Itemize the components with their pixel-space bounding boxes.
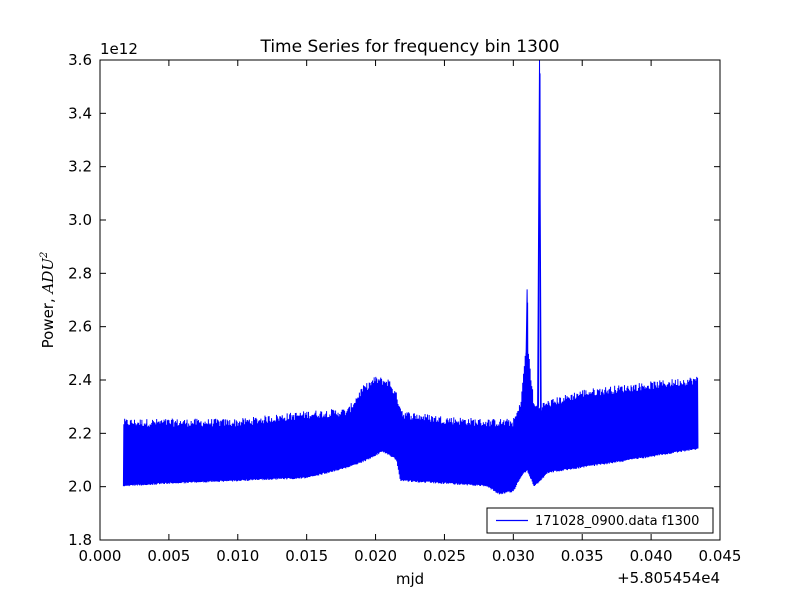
x-tick-label-9: 0.045	[699, 547, 742, 565]
y-tick-label-2: 2.2	[68, 424, 92, 442]
x-tick-label-0: 0.000	[79, 547, 122, 565]
x-tick-label-1: 0.005	[147, 547, 190, 565]
x-tick-label-4: 0.020	[354, 547, 397, 565]
x-tick-label-6: 0.030	[492, 547, 535, 565]
x-offset-label: +5.805454e4	[617, 569, 720, 587]
x-tick-label-3: 0.015	[285, 547, 328, 565]
y-axis-label-unit: ADU	[39, 257, 57, 296]
y-axis-label: Power, ADU2	[39, 252, 57, 349]
plot-frame	[99, 59, 721, 541]
y-axis-label-unit-exp: 2	[39, 252, 50, 259]
x-tick-label-5: 0.025	[423, 547, 466, 565]
series-line	[122, 59, 699, 495]
y-tick-label-6: 3.0	[68, 211, 92, 229]
y-tick-label-5: 2.8	[68, 264, 92, 282]
x-axis: 0.000 0.005 0.010 0.015 0.020 0.025 0.030 0.035…	[79, 60, 742, 565]
chart-title: Time Series for frequency bin 1300	[259, 37, 559, 57]
x-tick-label-7: 0.035	[561, 547, 604, 565]
y-tick-label-9: 3.6	[68, 51, 92, 69]
plot-area	[99, 59, 721, 541]
y-tick-label-3: 2.4	[68, 371, 92, 389]
x-tick-label-2: 0.010	[216, 547, 259, 565]
y-axis: 1.8 2.0 2.2 2.4 2.6 2.8 3.0 3.2 3.4 3.6	[68, 51, 720, 549]
legend-label: 171028_0900.data f1300	[535, 514, 699, 529]
y-tick-label-7: 3.2	[68, 158, 92, 176]
x-axis-label: mjd	[396, 570, 424, 588]
y-tick-label-1: 2.0	[68, 478, 92, 496]
x-tick-label-8: 0.040	[630, 547, 673, 565]
y-axis-label-text: Power,	[39, 294, 57, 349]
y-scale-label: 1e12	[100, 40, 138, 58]
y-tick-label-0: 1.8	[68, 531, 92, 549]
y-tick-label-8: 3.4	[68, 104, 92, 122]
y-tick-label-4: 2.6	[68, 318, 92, 336]
legend: 171028_0900.data f1300	[486, 507, 714, 534]
